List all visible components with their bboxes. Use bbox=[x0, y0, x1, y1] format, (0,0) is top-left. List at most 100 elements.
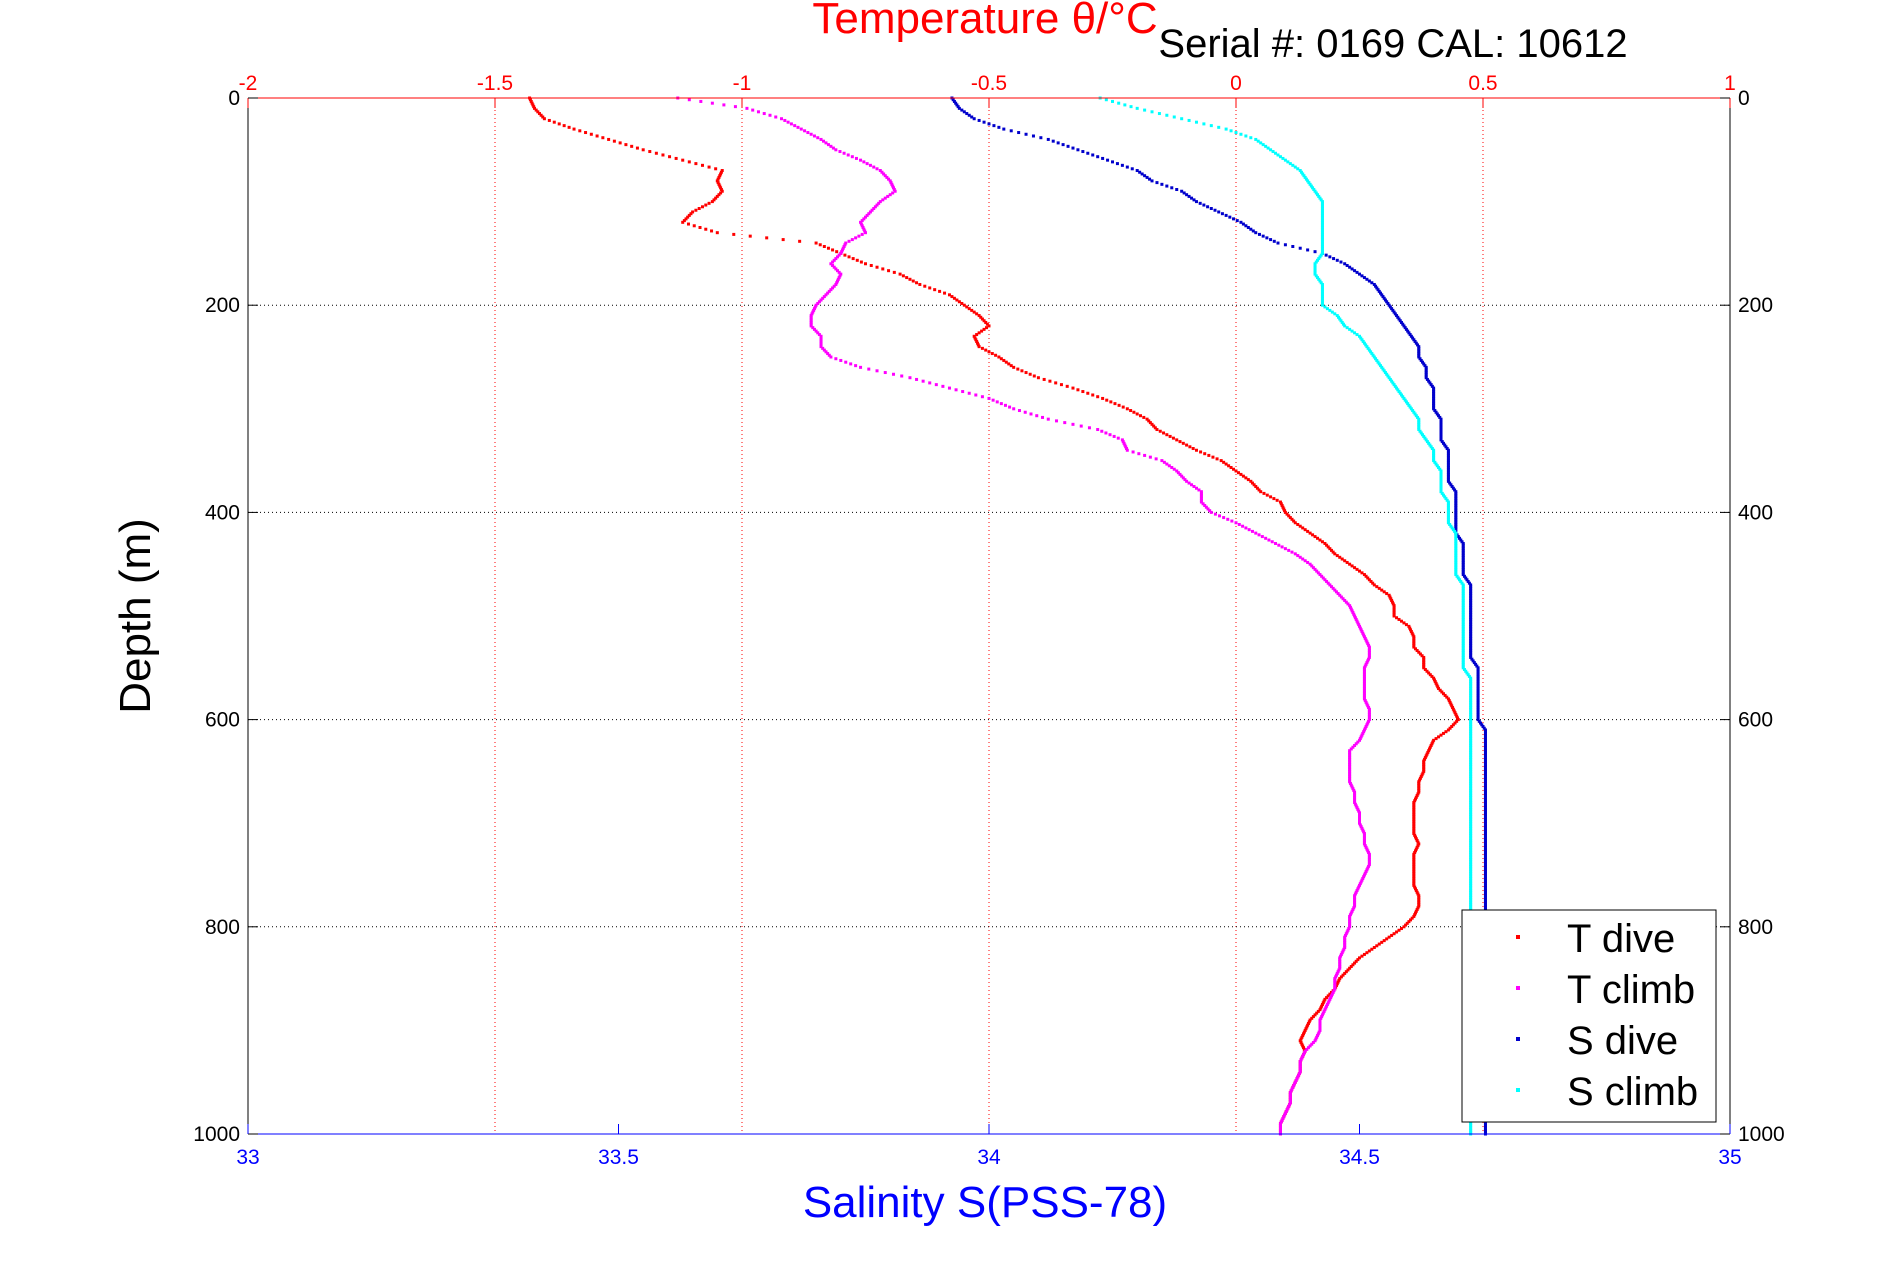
data-point-t-climb bbox=[1348, 605, 1352, 609]
data-point-t-dive bbox=[557, 122, 561, 126]
data-point-s-climb bbox=[1360, 338, 1364, 342]
data-point-s-climb bbox=[1229, 129, 1233, 133]
data-point-t-climb bbox=[861, 226, 865, 229]
data-point-t-dive bbox=[1443, 693, 1447, 697]
data-point-t-dive bbox=[1388, 595, 1392, 599]
data-point-s-dive bbox=[1417, 355, 1421, 359]
data-point-s-dive bbox=[1448, 481, 1452, 485]
data-point-s-dive bbox=[1476, 711, 1480, 715]
data-point-t-climb bbox=[1288, 1103, 1292, 1107]
data-point-t-climb bbox=[1361, 828, 1365, 832]
data-point-t-climb bbox=[865, 213, 869, 217]
data-point-s-dive bbox=[1143, 174, 1147, 178]
data-point-t-climb bbox=[1362, 690, 1366, 694]
data-point-t-climb bbox=[1302, 1051, 1306, 1055]
data-point-t-dive bbox=[1422, 664, 1426, 668]
data-point-t-climb bbox=[846, 153, 850, 157]
data-point-s-dive bbox=[1332, 257, 1336, 261]
data-point-s-dive bbox=[1454, 510, 1458, 514]
data-point-s-dive bbox=[1350, 267, 1354, 271]
data-point-s-dive bbox=[1276, 241, 1280, 245]
data-point-t-dive bbox=[1412, 859, 1416, 863]
data-point-s-climb bbox=[1469, 737, 1473, 741]
data-point-t-climb bbox=[1288, 1101, 1292, 1105]
data-point-s-dive bbox=[1461, 547, 1465, 551]
data-point-t-climb bbox=[1230, 519, 1234, 523]
data-point-t-climb bbox=[1356, 740, 1360, 744]
data-point-t-climb bbox=[1199, 491, 1203, 495]
data-point-t-climb bbox=[1367, 652, 1371, 656]
data-point-s-climb bbox=[1446, 500, 1450, 504]
data-point-t-climb bbox=[1306, 1046, 1310, 1050]
data-point-s-dive bbox=[1483, 759, 1487, 763]
data-point-t-climb bbox=[867, 212, 871, 216]
data-point-t-climb bbox=[1035, 414, 1039, 418]
data-point-s-climb bbox=[1469, 735, 1473, 739]
data-point-t-dive bbox=[1440, 690, 1444, 694]
data-point-s-dive bbox=[1441, 441, 1445, 445]
data-point-s-climb bbox=[1143, 108, 1147, 112]
data-point-t-climb bbox=[1360, 630, 1364, 634]
data-point-t-climb bbox=[1348, 762, 1352, 766]
data-point-s-climb bbox=[1314, 260, 1318, 264]
data-point-s-dive bbox=[1454, 524, 1458, 528]
data-point-t-climb bbox=[1366, 849, 1370, 853]
data-point-t-dive bbox=[1362, 573, 1366, 577]
data-point-s-dive bbox=[1476, 716, 1480, 720]
data-point-s-climb bbox=[1418, 429, 1422, 433]
data-point-s-dive bbox=[1483, 747, 1487, 751]
data-point-t-dive bbox=[719, 170, 723, 174]
data-point-s-climb bbox=[1417, 421, 1421, 425]
data-point-t-climb bbox=[793, 124, 797, 128]
data-point-t-climb bbox=[854, 236, 858, 240]
data-point-s-climb bbox=[1459, 579, 1463, 583]
data-point-t-climb bbox=[1366, 642, 1370, 646]
data-point-s-climb bbox=[1362, 341, 1366, 345]
data-point-s-dive bbox=[1469, 600, 1473, 604]
data-point-t-dive bbox=[1188, 445, 1192, 449]
data-point-s-dive bbox=[1446, 479, 1450, 483]
data-point-t-dive bbox=[970, 308, 974, 312]
data-point-t-dive bbox=[1416, 844, 1420, 848]
data-point-t-dive bbox=[1416, 840, 1420, 844]
data-point-t-climb bbox=[1293, 1080, 1297, 1084]
data-point-s-dive bbox=[952, 99, 956, 103]
data-point-t-climb bbox=[1303, 1049, 1307, 1053]
data-point-s-dive bbox=[1483, 1125, 1487, 1129]
data-point-s-dive bbox=[1476, 685, 1480, 689]
data-point-s-dive bbox=[1476, 674, 1480, 678]
data-point-t-dive bbox=[1428, 745, 1432, 749]
data-point-t-dive bbox=[719, 188, 723, 192]
data-point-s-climb bbox=[1411, 409, 1415, 413]
data-point-s-dive bbox=[1483, 733, 1487, 737]
data-point-s-climb bbox=[1454, 564, 1458, 568]
data-point-t-climb bbox=[1358, 816, 1361, 820]
data-point-s-dive bbox=[1483, 847, 1487, 851]
data-point-s-climb bbox=[1343, 324, 1347, 328]
data-point-s-dive bbox=[1483, 854, 1487, 858]
data-point-t-dive bbox=[1290, 517, 1294, 521]
data-point-s-climb bbox=[1469, 676, 1473, 680]
data-point-s-climb bbox=[1469, 700, 1473, 704]
data-point-s-dive bbox=[1306, 248, 1310, 252]
data-point-s-dive bbox=[1392, 310, 1396, 314]
data-point-t-climb bbox=[1354, 890, 1358, 894]
data-point-s-climb bbox=[1320, 203, 1324, 207]
data-point-t-climb bbox=[1357, 809, 1361, 813]
data-point-t-dive bbox=[1101, 396, 1105, 400]
data-point-t-climb bbox=[1362, 875, 1366, 879]
data-point-t-climb bbox=[1302, 1053, 1306, 1057]
data-point-s-climb bbox=[1446, 514, 1450, 518]
data-point-t-climb bbox=[832, 258, 836, 262]
data-point-s-climb bbox=[1454, 573, 1458, 577]
data-point-s-dive bbox=[1483, 813, 1487, 817]
data-point-t-dive bbox=[1412, 878, 1416, 882]
data-point-s-climb bbox=[1319, 281, 1323, 285]
data-point-t-dive bbox=[1412, 828, 1416, 832]
data-point-t-dive bbox=[1222, 460, 1226, 464]
data-point-t-dive bbox=[1420, 654, 1424, 658]
data-point-t-dive bbox=[1454, 712, 1458, 716]
data-point-s-climb bbox=[1439, 485, 1443, 488]
data-point-t-climb bbox=[1237, 522, 1241, 526]
data-point-t-dive bbox=[1433, 680, 1437, 684]
